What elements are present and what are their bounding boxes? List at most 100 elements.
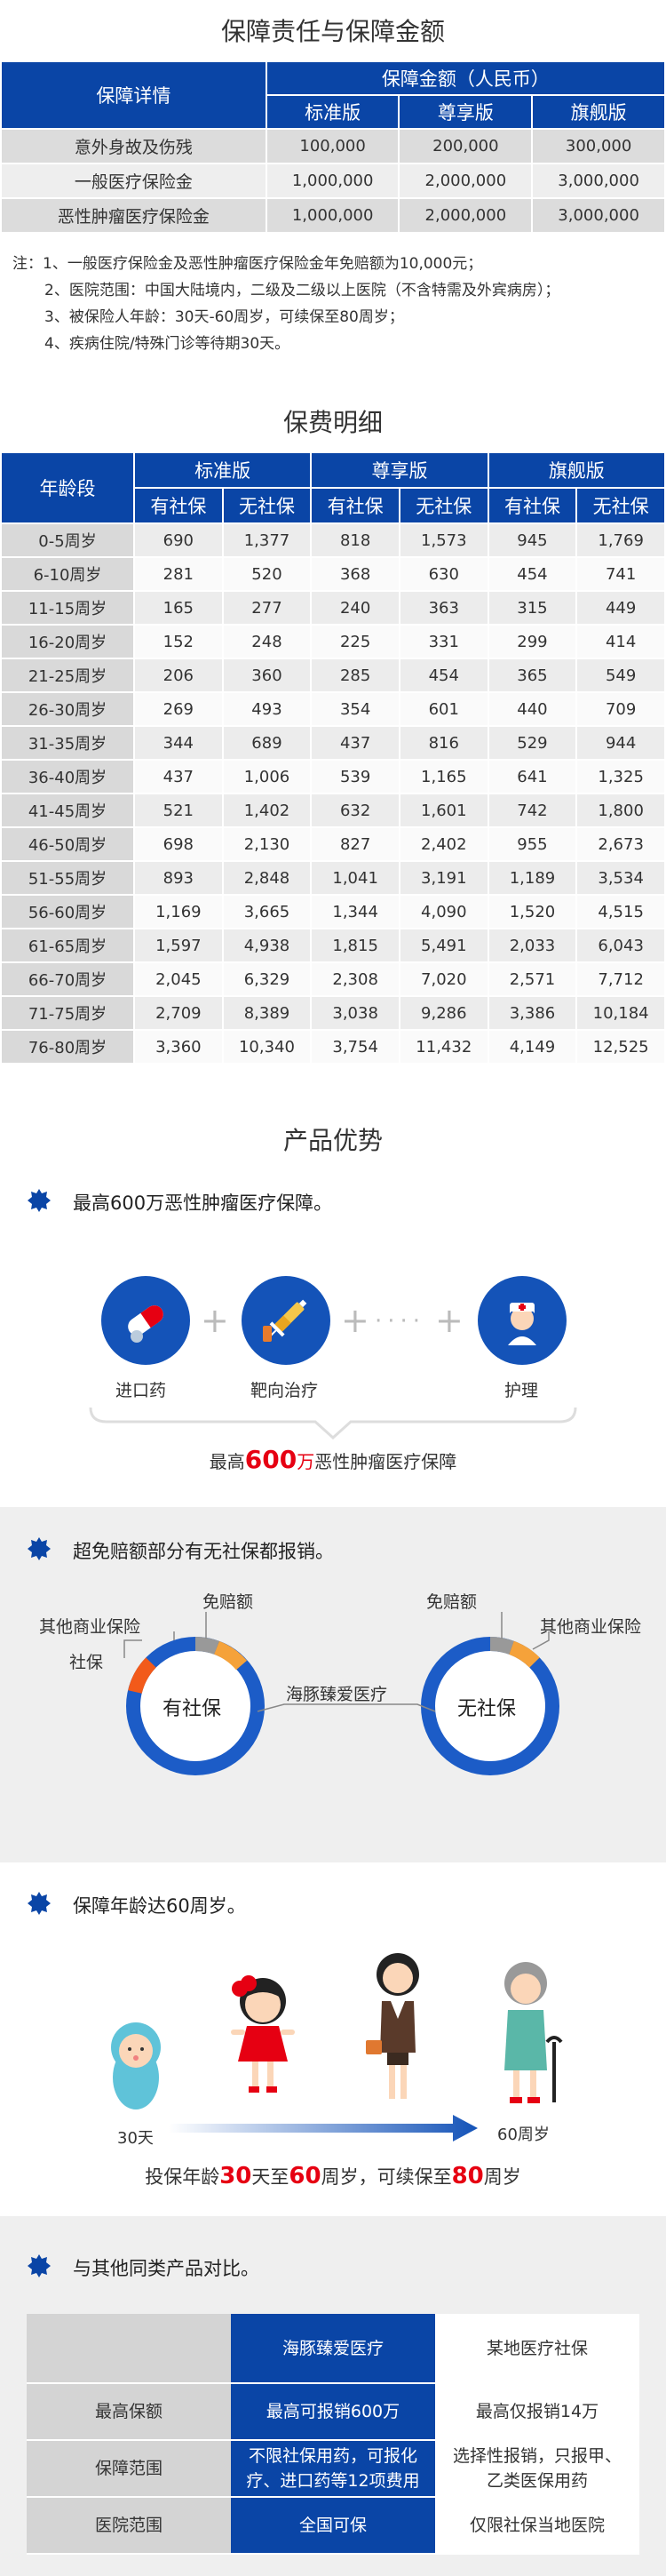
advantages-title: 产品优势 <box>282 1126 383 1155</box>
bullet-badge-icon <box>28 1537 51 1560</box>
icon-label: 靶向治疗 <box>250 1381 319 1400</box>
coverage-section: 保障责任与保障金额 保障详情 保障金额（人民币） 标准版 尊享版 旗舰版 意外身… <box>0 0 666 366</box>
premium-cell: 1,344 <box>310 894 400 929</box>
premium-cell: 6,043 <box>575 928 666 963</box>
caption-highlight: 万 <box>297 1451 315 1472</box>
premium-cell: 818 <box>310 522 400 558</box>
premium-sub: 无社保 <box>221 487 313 524</box>
premium-cell: 9,286 <box>398 995 489 1031</box>
coverage-row-label: 意外身故及伤残 <box>0 128 267 164</box>
table-row: 21-25周岁 206 360 285 454 365 549 <box>0 658 666 693</box>
table-row: 恶性肿瘤医疗保险金 1,000,000 2,000,000 3,000,000 <box>0 197 666 234</box>
advantage-3-text: 保障年龄达60周岁。 <box>73 1895 246 1917</box>
comparison-other-cell: 最高仅报销14万 <box>435 2383 639 2441</box>
icon-label: 进口药 <box>115 1381 167 1400</box>
premium-table: 年龄段 标准版 尊享版 旗舰版 有社保 无社保 有社保 无社保 有社保 无社保 … <box>0 451 666 1065</box>
child-icon <box>231 1975 295 2093</box>
premium-cell: 6,329 <box>221 961 313 997</box>
premium-age-cell: 21-25周岁 <box>0 658 135 693</box>
with-social-donut <box>126 1637 265 1775</box>
premium-cell: 690 <box>133 522 224 558</box>
premium-cell: 1,189 <box>487 860 578 896</box>
premium-cell: 1,597 <box>133 928 224 963</box>
premium-cell: 521 <box>133 793 224 828</box>
premium-cell: 816 <box>398 725 489 761</box>
premium-cell: 331 <box>398 624 489 659</box>
premium-col-age: 年龄段 <box>0 451 135 524</box>
caption-highlight: 80 <box>451 2163 484 2189</box>
plus-icon: + <box>341 1301 369 1340</box>
premium-cell: 206 <box>133 658 224 693</box>
without-social-donut <box>421 1637 559 1775</box>
premium-cell: 2,045 <box>133 961 224 997</box>
end-age-label: 60周岁 <box>497 2125 550 2144</box>
premium-section: 保费明细 年龄段 标准版 尊享版 旗舰版 有社保 无社保 有社保 无社保 有社保… <box>0 366 666 1114</box>
note-line: 4、疾病住院/特殊门诊等待期30天。 <box>44 335 290 353</box>
premium-cell: 7,020 <box>398 961 489 997</box>
premium-body: 0-5周岁 690 1,377 818 1,573 945 1,769 6-10周岁 281 52… <box>0 522 666 1065</box>
coverage-col-amount: 保障金额（人民币） <box>265 60 666 96</box>
premium-age-cell: 71-75周岁 <box>0 995 135 1031</box>
comparison-ours-cell: 最高可报销600万 <box>231 2383 435 2441</box>
start-age-label: 30天 <box>117 2129 154 2148</box>
premium-cell: 742 <box>487 793 578 828</box>
coverage-cell: 200,000 <box>398 128 534 164</box>
advantage-3-caption: 投保年龄30天至60周岁，可续保至80周岁 <box>0 2163 666 2189</box>
caption-text: 天至 <box>251 2166 289 2188</box>
premium-cell: 281 <box>133 556 224 592</box>
advantage-2-section: 超免赔额部分有无社保都报销。 有社保 无社保 免赔额 其他商业保险 社保 海豚臻… <box>0 1507 666 1862</box>
premium-sub: 有社保 <box>133 487 224 524</box>
premium-cell: 1,169 <box>133 894 224 929</box>
premium-cell: 1,402 <box>221 793 313 828</box>
premium-cell: 945 <box>487 522 578 558</box>
premium-cell: 1,573 <box>398 522 489 558</box>
coverage-cell: 300,000 <box>531 128 666 164</box>
table-row: 31-35周岁 344 689 437 816 529 944 <box>0 725 666 761</box>
premium-cell: 12,525 <box>575 1029 666 1065</box>
coverage-plan: 标准版 <box>265 94 400 130</box>
premium-cell: 698 <box>133 826 224 862</box>
bullet-badge-icon <box>28 2254 51 2277</box>
premium-cell: 529 <box>487 725 578 761</box>
advantage-1-caption: 最高600万恶性肿瘤医疗保障 <box>0 1445 666 1474</box>
comparison-ours-cell: 全国可保 <box>231 2497 435 2555</box>
premium-title: 保费明细 <box>282 408 383 437</box>
table-row: 16-20周岁 152 248 225 331 299 414 <box>0 624 666 659</box>
coverage-cell: 2,000,000 <box>398 197 534 234</box>
coverage-cell: 1,000,000 <box>265 197 400 234</box>
premium-cell: 4,090 <box>398 894 489 929</box>
table-row: 26-30周岁 269 493 354 601 440 709 <box>0 691 666 727</box>
comparison-row-label: 最高保额 <box>27 2383 231 2441</box>
caption-text: 周岁，可续保至 <box>321 2166 452 2188</box>
coverage-notes: 注：1、一般医疗保险金及恶性肿瘤医疗保险金年免赔额为10,000元； 2、医院范… <box>0 242 666 357</box>
table-row: 一般医疗保险金 1,000,000 2,000,000 3,000,000 <box>0 163 666 199</box>
premium-age-cell: 0-5周岁 <box>0 522 135 558</box>
advantage-2-text: 超免赔额部分有无社保都报销。 <box>73 1541 334 1562</box>
coverage-col-detail: 保障详情 <box>0 60 267 130</box>
premium-cell: 354 <box>310 691 400 727</box>
comparison-ours-cell: 不限社保用药，可报化疗、进口药等12项费用 <box>231 2440 435 2498</box>
premium-cell: 955 <box>487 826 578 862</box>
premium-cell: 3,534 <box>575 860 666 896</box>
premium-cell: 4,515 <box>575 894 666 929</box>
premium-sub: 有社保 <box>310 487 400 524</box>
premium-cell: 437 <box>310 725 400 761</box>
table-row: 51-55周岁 893 2,848 1,041 3,191 1,189 3,534 <box>0 860 666 896</box>
premium-cell: 248 <box>221 624 313 659</box>
table-row: 6-10周岁 281 520 368 630 454 741 <box>0 556 666 592</box>
premium-age-cell: 76-80周岁 <box>0 1029 135 1065</box>
other-commercial-label-left: 其他商业保险 <box>39 1617 141 1637</box>
table-row: 71-75周岁 2,709 8,389 3,038 9,286 3,386 10,184 <box>0 995 666 1031</box>
premium-age-cell: 31-35周岁 <box>0 725 135 761</box>
premium-cell: 4,149 <box>487 1029 578 1065</box>
comparison-row-label: 保障范围 <box>27 2440 231 2498</box>
premium-plan: 尊享版 <box>310 451 489 489</box>
premium-cell: 8,389 <box>221 995 313 1031</box>
premium-cell: 3,038 <box>310 995 400 1031</box>
premium-age-cell: 16-20周岁 <box>0 624 135 659</box>
coverage-plan: 尊享版 <box>398 94 534 130</box>
premium-plan: 标准版 <box>132 451 313 489</box>
premium-cell: 601 <box>398 691 489 727</box>
plus-icon: + <box>201 1301 229 1340</box>
premium-cell: 2,571 <box>487 961 578 997</box>
